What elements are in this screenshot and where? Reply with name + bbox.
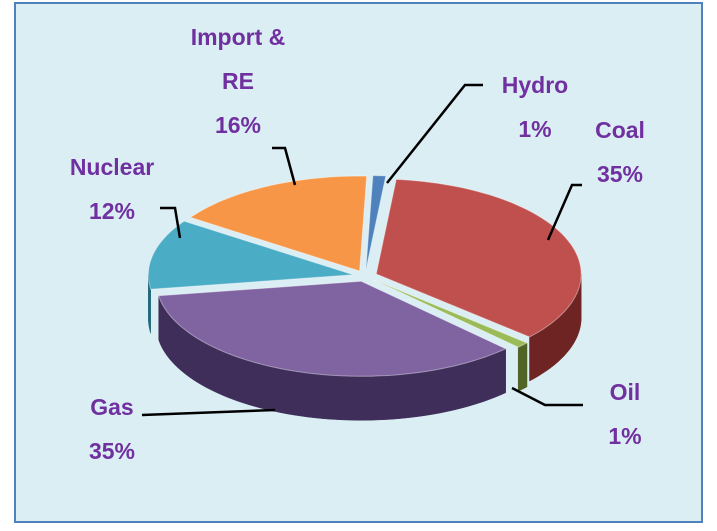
slice-label: Oil 1% <box>570 370 680 458</box>
category-label: Import & RE <box>190 24 286 94</box>
slice <box>373 279 529 348</box>
slice <box>365 174 387 271</box>
value-label: 35% <box>596 161 644 187</box>
leader-line <box>141 408 276 417</box>
slice-label: Gas 35% <box>57 385 167 473</box>
category-label: Nuclear <box>69 154 155 180</box>
slice-label: Nuclear 12% <box>52 145 172 233</box>
category-label: Hydro <box>501 72 569 98</box>
slice-side <box>529 273 582 382</box>
slice-side <box>517 342 528 392</box>
slice <box>189 175 368 272</box>
value-label: 1% <box>608 423 642 449</box>
value-label: 12% <box>88 198 136 224</box>
slice-label: Hydro 1% <box>480 63 590 151</box>
leader-line <box>546 183 582 241</box>
value-label: 16% <box>214 112 262 138</box>
leader-line <box>272 146 297 186</box>
value-label: 1% <box>518 116 552 142</box>
category-label: Oil <box>609 379 641 405</box>
slice-label: Coal 35% <box>565 108 675 196</box>
leader-line <box>160 206 182 239</box>
slice-label: Import & RE 16% <box>188 15 288 147</box>
category-label: Gas <box>90 394 134 420</box>
value-label: 35% <box>88 438 136 464</box>
leader-line <box>386 83 483 184</box>
slice <box>147 220 354 290</box>
slice <box>158 280 507 377</box>
category-label: Coal <box>595 117 645 143</box>
leader-line <box>511 386 583 407</box>
slice <box>375 178 582 338</box>
